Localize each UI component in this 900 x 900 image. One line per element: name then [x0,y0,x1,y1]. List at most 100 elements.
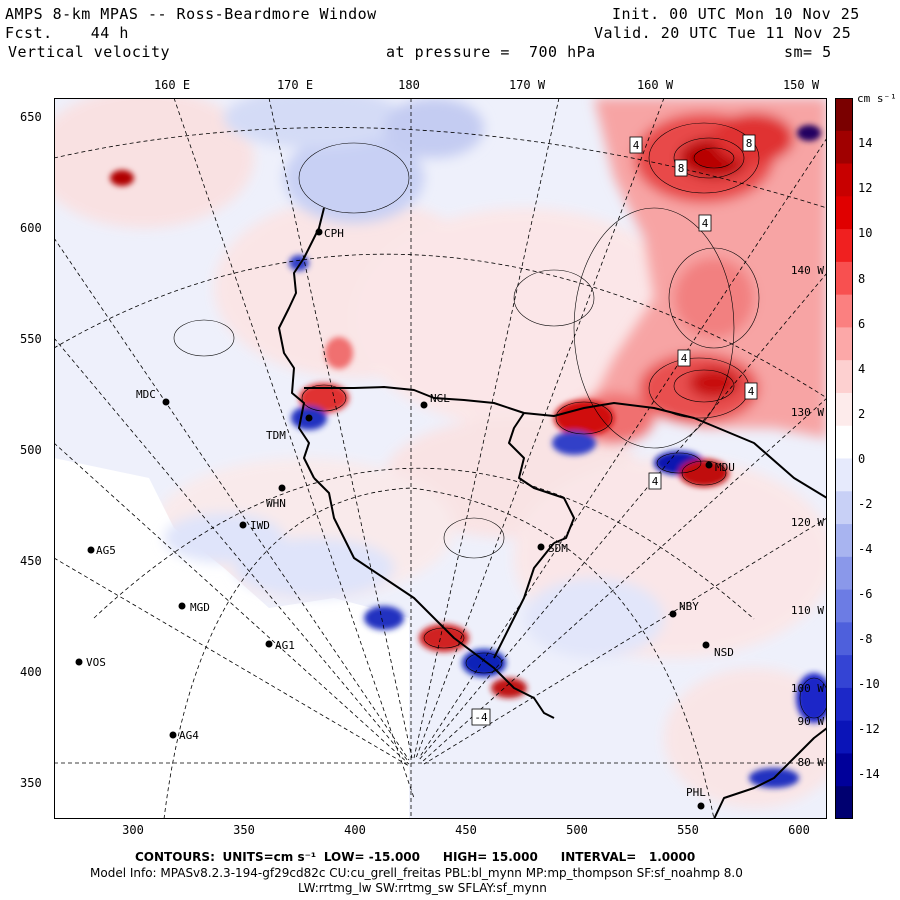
colorbar-swatch [835,786,853,819]
map-frame [54,98,827,819]
edge-label-100w: 100 W [791,682,824,695]
forecast-hour: Fcst. 44 h [5,24,129,42]
cb-label-6: 6 [858,317,866,331]
y-tick-400: 400 [20,665,42,679]
y-tick-350: 350 [20,776,42,790]
colorbar-swatch [835,524,853,558]
cb-label-2: 2 [858,407,866,421]
y-tick-600: 600 [20,221,42,235]
lon-label-160e: 160 E [153,78,191,92]
station-tdm: TDM [266,414,313,442]
colorbar-swatch [835,98,853,132]
svg-text:MGD: MGD [190,601,210,614]
colorbar-swatch [835,261,853,296]
init-time: Init. 00 UTC Mon 10 Nov 25 [612,5,860,23]
lon-label-170w: 170 W [508,78,546,92]
pressure-level: at pressure = 700 hPa [386,43,596,61]
colorbar-swatch [835,392,853,427]
svg-text:MDC: MDC [136,388,156,401]
station-ag5: AG5 [87,544,116,557]
model-info: Model Info: MPASv8.2.3-194-gf29cd82c CU:… [90,866,743,880]
svg-text:WHN: WHN [266,497,286,510]
cb-label-8: 8 [858,272,866,286]
cb-label-neg14: -14 [858,767,880,781]
colorbar [835,98,853,819]
contours-label: CONTOURS: [135,850,215,864]
svg-text:AG1: AG1 [275,639,295,652]
station-iwd: IWD [239,519,270,532]
svg-text:SDM: SDM [548,542,568,555]
colorbar-units: cm s⁻¹ [857,92,897,105]
interval-value: INTERVAL= 1.0000 [560,850,696,864]
physics-info: LW:rrtmg_lw SW:rrtmg_sw SFLAY:sf_mynn [298,881,547,895]
cb-label-neg4: -4 [858,542,873,556]
x-tick-450: 450 [455,823,477,837]
svg-text:AG4: AG4 [179,729,199,742]
station-mdc: MDC [136,388,170,406]
station-vos: VOS [75,656,106,669]
station-ag1: AG1 [265,639,295,652]
svg-text:NSD: NSD [714,646,734,659]
svg-text:NGL: NGL [430,392,450,405]
contour-label-4: 4 [702,217,709,230]
cb-label-4: 4 [858,362,866,376]
colorbar-swatch [835,327,853,361]
svg-text:AG5: AG5 [96,544,116,557]
cb-label-14: 14 [858,136,873,150]
x-tick-400: 400 [344,823,366,837]
units-label: UNITS=cm s⁻¹ [222,850,317,864]
station-ag4: AG4 [169,729,199,742]
station-cph: CPH [315,227,344,240]
meridian-edge-labels: 140 W 130 W 120 W 110 W 100 W 90 W 80 W [791,264,824,769]
x-tick-600: 600 [788,823,810,837]
lon-label-180: 180 [398,78,420,92]
no-data-region [54,458,409,819]
colorbar-swatch [835,687,853,722]
map-panel: 4 8 8 4 4 4 4 -4 140 W 130 W 120 W [54,98,827,819]
colorbar-swatch [835,622,853,656]
contour-label-2: 8 [678,162,685,175]
svg-text:IWD: IWD [250,519,270,532]
edge-label-80w: 80 W [798,756,825,769]
lon-label-170e: 170 E [276,78,314,92]
cb-label-neg8: -8 [858,632,873,646]
coastline [278,207,827,819]
colorbar-swatch [835,589,853,623]
colorbar-swatch [835,196,853,230]
station-whn: WHN [266,484,286,510]
edge-label-140w: 140 W [791,264,824,277]
svg-text:MDU: MDU [715,461,735,474]
svg-text:TDM: TDM [266,429,286,442]
lon-label-150w: 150 W [782,78,820,92]
cb-label-12: 12 [858,181,873,195]
edge-label-90w: 90 W [798,715,825,728]
cb-label-neg10: -10 [858,677,880,691]
colorbar-swatch [835,655,853,689]
graticule [54,98,827,819]
weak-descent-areas [164,98,664,658]
x-tick-300: 300 [122,823,144,837]
colorbar-frame [835,98,853,819]
contour-label-6: 4 [748,385,755,398]
contour-labels: 4 8 8 4 4 4 4 -4 [471,134,758,726]
low-value: LOW= -15.000 [323,850,421,864]
variable-name: Vertical velocity [8,43,171,61]
contour-label-3: 8 [746,137,753,150]
y-tick-650: 650 [20,110,42,124]
y-tick-450: 450 [20,554,42,568]
cb-label-10: 10 [858,226,873,240]
smoothing-value: sm= 5 [784,43,832,61]
edge-label-130w: 130 W [791,406,824,419]
station-nsd: NSD [702,641,734,659]
footer-contours: CONTOURS: UNITS=cm s⁻¹ LOW= -15.000 HIGH… [135,850,695,864]
y-tick-500: 500 [20,443,42,457]
colorbar-swatch [835,720,853,754]
contour-label-7: 4 [652,475,659,488]
colorbar-swatch [835,491,853,525]
colorbar-swatch [835,163,853,197]
x-tick-500: 500 [566,823,588,837]
high-value: HIGH= 15.000 [442,850,538,864]
station-sdm: SDM [537,542,568,555]
lon-label-160w: 160 W [636,78,674,92]
